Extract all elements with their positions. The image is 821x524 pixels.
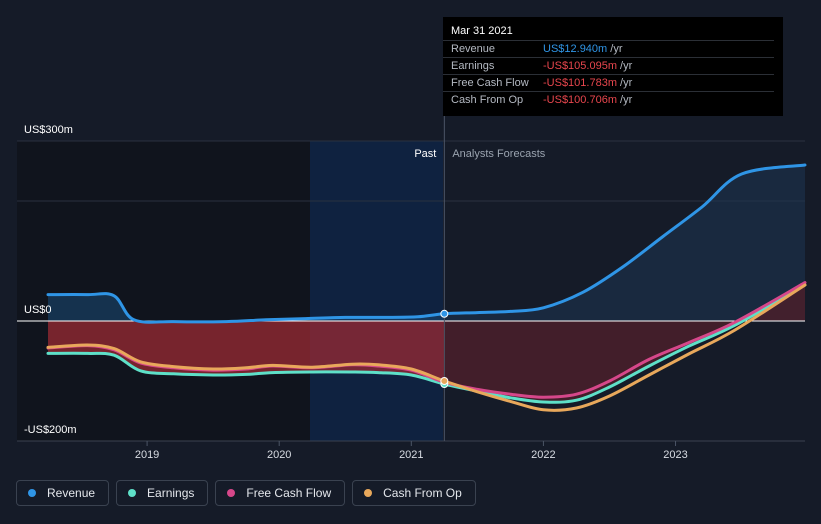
- tooltip-value: US$12.940m: [543, 43, 607, 55]
- tooltip-unit: /yr: [607, 43, 622, 55]
- tooltip-date: Mar 31 2021: [451, 25, 513, 37]
- y-tick-label: US$300m: [24, 124, 73, 136]
- tooltip-unit: /yr: [617, 60, 632, 72]
- x-tick-label: 2021: [399, 449, 423, 461]
- tooltip-row-cash-from-op: Cash From Op -US$100.706m /yr: [443, 91, 774, 109]
- tooltip-value-wrap: -US$100.706m /yr: [543, 94, 632, 106]
- x-tick-label: 2020: [267, 449, 291, 461]
- legend-item-earnings[interactable]: Earnings: [116, 480, 208, 506]
- tooltip-value-wrap: -US$105.095m /yr: [543, 60, 632, 72]
- legend-label: Earnings: [147, 486, 194, 500]
- legend-item-revenue[interactable]: Revenue: [16, 480, 109, 506]
- revenue-dot-icon: [28, 489, 36, 497]
- tooltip-label: Earnings: [451, 60, 494, 72]
- tooltip-label: Cash From Op: [451, 94, 523, 106]
- tooltip-unit: /yr: [617, 77, 632, 89]
- tooltip-label: Free Cash Flow: [451, 77, 529, 89]
- past-shade: [17, 141, 310, 441]
- x-tick-label: 2022: [531, 449, 555, 461]
- legend-label: Cash From Op: [383, 486, 462, 500]
- tooltip-unit: /yr: [617, 94, 632, 106]
- forecast-label: Analysts Forecasts: [452, 148, 545, 160]
- legend-label: Revenue: [47, 486, 95, 500]
- tooltip-row-earnings: Earnings -US$105.095m /yr: [443, 57, 774, 75]
- tooltip-value: -US$101.783m: [543, 77, 617, 89]
- y-tick-label: -US$200m: [24, 424, 77, 436]
- legend-item-free-cash-flow[interactable]: Free Cash Flow: [215, 480, 345, 506]
- tooltip-value-wrap: US$12.940m /yr: [543, 43, 623, 55]
- legend-label: Free Cash Flow: [246, 486, 331, 500]
- marker-cash-from-op: [441, 378, 448, 385]
- tooltip-label: Revenue: [451, 43, 495, 55]
- tooltip-value: -US$100.706m: [543, 94, 617, 106]
- legend: Revenue Earnings Free Cash Flow Cash Fro…: [16, 480, 476, 508]
- x-tick-label: 2019: [135, 449, 159, 461]
- tooltip-value: -US$105.095m: [543, 60, 617, 72]
- x-tick-label: 2023: [663, 449, 687, 461]
- marker-revenue: [441, 310, 448, 317]
- highlight-band: [310, 141, 443, 441]
- past-label: Past: [414, 148, 436, 160]
- tooltip: Mar 31 2021 Revenue US$12.940m /yr Earni…: [443, 17, 783, 116]
- legend-item-cash-from-op[interactable]: Cash From Op: [352, 480, 476, 506]
- cash-from-op-dot-icon: [364, 489, 372, 497]
- y-tick-label: US$0: [24, 304, 52, 316]
- x-axis-labels: 2019 2020 2021 2022 2023: [135, 441, 688, 461]
- tooltip-row-revenue: Revenue US$12.940m /yr: [443, 40, 774, 58]
- earnings-dot-icon: [128, 489, 136, 497]
- free-cash-flow-dot-icon: [227, 489, 235, 497]
- tooltip-row-free-cash-flow: Free Cash Flow -US$101.783m /yr: [443, 74, 774, 92]
- tooltip-value-wrap: -US$101.783m /yr: [543, 77, 632, 89]
